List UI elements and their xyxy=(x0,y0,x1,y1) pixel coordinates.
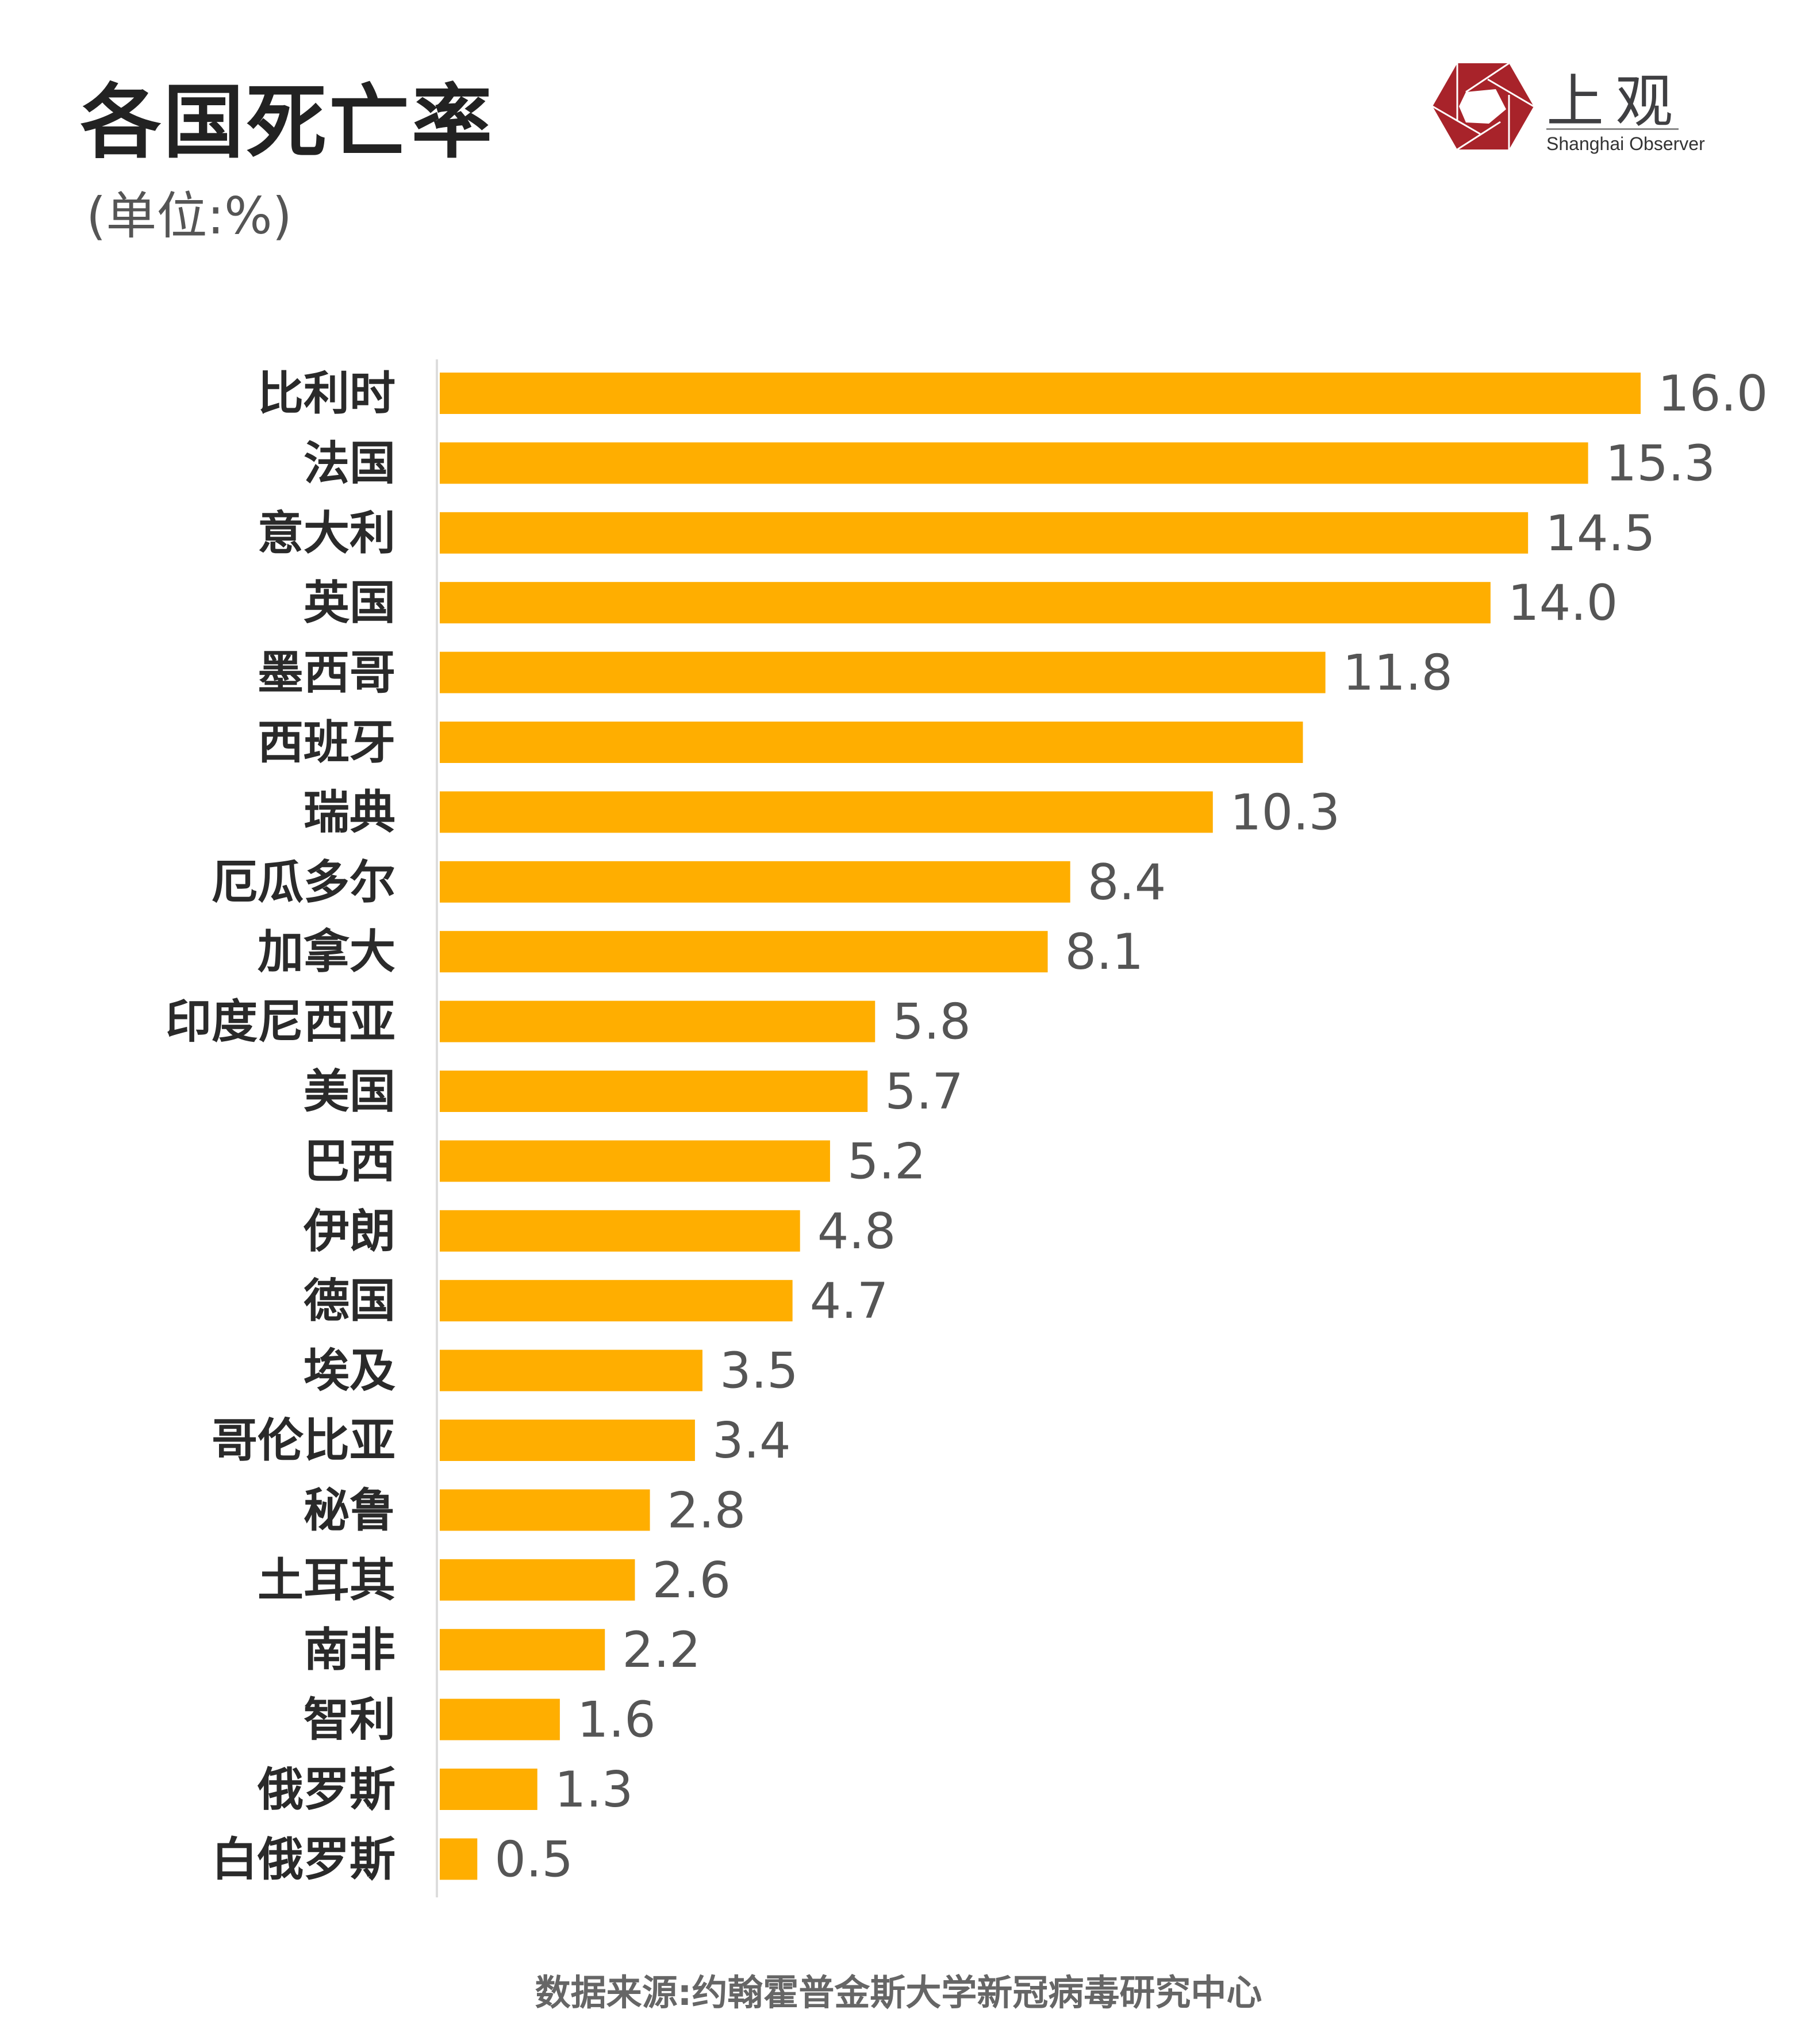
data-label: 11.8 xyxy=(1343,645,1453,702)
bar xyxy=(440,1629,605,1671)
bar xyxy=(440,651,1326,693)
category-label: 美国 xyxy=(304,1065,396,1118)
category-label: 埃及 xyxy=(304,1344,396,1398)
logo-text-en: Shanghai Observer xyxy=(1546,133,1705,154)
unit-subtitle: (单位:%) xyxy=(86,186,292,246)
bar xyxy=(440,1071,868,1112)
bar xyxy=(440,1698,560,1740)
bar xyxy=(440,791,1213,833)
data-label: 0.5 xyxy=(494,1831,573,1888)
source-note: 数据来源:约翰霍普金斯大学新冠病毒研究中心 xyxy=(535,1972,1262,2014)
chart-title: 各国死亡率 xyxy=(80,76,495,170)
category-label: 法国 xyxy=(304,436,396,490)
bar xyxy=(440,582,1491,624)
category-label: 巴西 xyxy=(304,1134,396,1188)
bar xyxy=(440,1280,793,1322)
data-label: 16.0 xyxy=(1658,365,1768,423)
bar xyxy=(440,442,1588,484)
category-label: 秘鲁 xyxy=(304,1483,396,1537)
shanghai-observer-logo: 上观 Shanghai Observer xyxy=(1431,60,1707,164)
bar xyxy=(440,1838,478,1880)
category-label: 哥伦比亚 xyxy=(212,1414,396,1467)
bar xyxy=(440,373,1641,414)
category-label: 西班牙 xyxy=(258,716,396,769)
data-label: 3.4 xyxy=(712,1412,791,1470)
bar xyxy=(440,1349,702,1391)
bar xyxy=(440,1420,695,1461)
data-label: 8.1 xyxy=(1065,923,1144,981)
data-label: 15.3 xyxy=(1606,435,1715,492)
category-label: 德国 xyxy=(304,1274,396,1328)
data-label: 10.3 xyxy=(1230,784,1340,841)
category-label: 墨西哥 xyxy=(258,646,396,700)
category-label: 土耳其 xyxy=(258,1554,396,1607)
category-label: 南非 xyxy=(304,1623,396,1677)
data-label: 5.7 xyxy=(885,1063,963,1121)
data-label: 4.8 xyxy=(817,1203,896,1260)
category-label: 英国 xyxy=(304,576,396,630)
data-label: 1.3 xyxy=(555,1761,633,1819)
data-label: 14.5 xyxy=(1545,505,1655,562)
category-label: 白俄罗斯 xyxy=(212,1832,396,1886)
bar xyxy=(440,512,1529,554)
logo-divider xyxy=(1546,128,1679,130)
bar xyxy=(440,931,1048,973)
category-label: 智利 xyxy=(304,1693,396,1747)
data-label: 14.0 xyxy=(1508,574,1618,632)
logo-text-cn: 上观 xyxy=(1546,68,1684,135)
category-label: 厄瓜多尔 xyxy=(212,856,396,909)
category-label: 伊朗 xyxy=(303,1205,396,1258)
category-label: 俄罗斯 xyxy=(257,1763,396,1816)
data-label: 2.2 xyxy=(622,1621,701,1679)
data-label: 1.6 xyxy=(577,1692,656,1749)
data-label: 8.4 xyxy=(1088,854,1166,911)
data-label: 4.7 xyxy=(810,1272,889,1330)
data-label: 2.8 xyxy=(667,1482,746,1539)
data-label: 2.6 xyxy=(652,1552,731,1609)
category-label: 印度尼西亚 xyxy=(166,995,396,1049)
category-label: 比利时 xyxy=(258,367,396,420)
category-label: 加拿大 xyxy=(258,925,396,979)
bar xyxy=(440,1769,537,1810)
data-label: 3.5 xyxy=(720,1343,798,1400)
bar xyxy=(440,1140,830,1182)
bar xyxy=(440,1489,650,1531)
bar xyxy=(440,1559,635,1601)
bar xyxy=(440,1000,876,1042)
category-label: 意大利 xyxy=(258,507,396,560)
category-label: 瑞典 xyxy=(304,785,396,839)
bar xyxy=(440,861,1070,903)
data-label: 5.8 xyxy=(892,994,971,1051)
bar xyxy=(440,1210,800,1252)
data-label: 5.2 xyxy=(847,1133,926,1190)
hexagon-shutter-icon xyxy=(1432,62,1534,151)
bar xyxy=(440,722,1303,763)
